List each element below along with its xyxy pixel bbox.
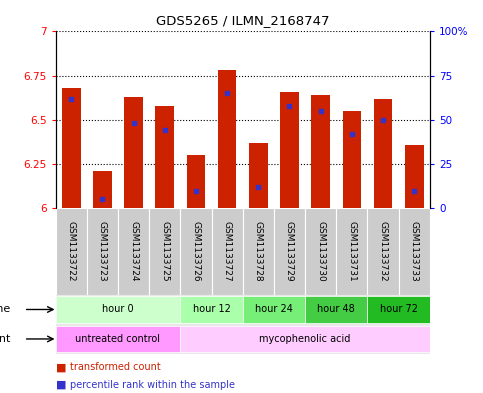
Bar xyxy=(405,145,424,208)
Bar xyxy=(305,208,336,295)
Bar xyxy=(93,171,112,208)
Bar xyxy=(242,208,274,295)
Text: hour 12: hour 12 xyxy=(193,305,230,314)
Bar xyxy=(342,111,361,208)
Bar xyxy=(280,92,299,208)
Text: GSM1133725: GSM1133725 xyxy=(160,221,169,282)
Bar xyxy=(368,208,398,295)
Text: GDS5265 / ILMN_2168747: GDS5265 / ILMN_2168747 xyxy=(156,15,329,28)
Text: transformed count: transformed count xyxy=(70,362,161,373)
Text: GSM1133726: GSM1133726 xyxy=(191,221,200,282)
Text: GSM1133722: GSM1133722 xyxy=(67,221,76,282)
Bar xyxy=(374,99,392,208)
Text: time: time xyxy=(0,305,11,314)
Text: GSM1133728: GSM1133728 xyxy=(254,221,263,282)
Text: hour 48: hour 48 xyxy=(317,305,355,314)
Bar xyxy=(180,296,242,323)
Text: mycophenolic acid: mycophenolic acid xyxy=(259,334,351,344)
Bar xyxy=(249,143,268,208)
Text: percentile rank within the sample: percentile rank within the sample xyxy=(70,380,235,390)
Bar xyxy=(274,208,305,295)
Text: GSM1133732: GSM1133732 xyxy=(379,221,387,282)
Text: hour 72: hour 72 xyxy=(380,305,418,314)
Text: GSM1133731: GSM1133731 xyxy=(347,221,356,282)
Text: GSM1133729: GSM1133729 xyxy=(285,221,294,282)
Bar xyxy=(368,296,430,323)
Text: hour 24: hour 24 xyxy=(255,305,293,314)
Bar xyxy=(56,208,87,295)
Text: ■: ■ xyxy=(56,362,66,373)
Bar xyxy=(56,326,180,352)
Bar xyxy=(242,296,305,323)
Bar xyxy=(312,95,330,208)
Bar xyxy=(398,208,430,295)
Text: GSM1133724: GSM1133724 xyxy=(129,221,138,282)
Text: ■: ■ xyxy=(56,380,66,390)
Bar xyxy=(180,208,212,295)
Bar xyxy=(212,208,242,295)
Text: GSM1133730: GSM1133730 xyxy=(316,221,325,282)
Bar xyxy=(87,208,118,295)
Text: GSM1133727: GSM1133727 xyxy=(223,221,232,282)
Bar xyxy=(124,97,143,208)
Bar xyxy=(180,326,430,352)
Bar xyxy=(336,208,368,295)
Bar xyxy=(218,70,237,208)
Bar xyxy=(305,296,368,323)
Bar xyxy=(118,208,149,295)
Bar xyxy=(156,106,174,208)
Bar xyxy=(149,208,180,295)
Bar xyxy=(186,155,205,208)
Text: untreated control: untreated control xyxy=(75,334,160,344)
Text: GSM1133723: GSM1133723 xyxy=(98,221,107,282)
Text: hour 0: hour 0 xyxy=(102,305,134,314)
Bar xyxy=(62,88,81,208)
Text: GSM1133733: GSM1133733 xyxy=(410,221,419,282)
Text: agent: agent xyxy=(0,334,11,344)
Bar xyxy=(56,296,180,323)
